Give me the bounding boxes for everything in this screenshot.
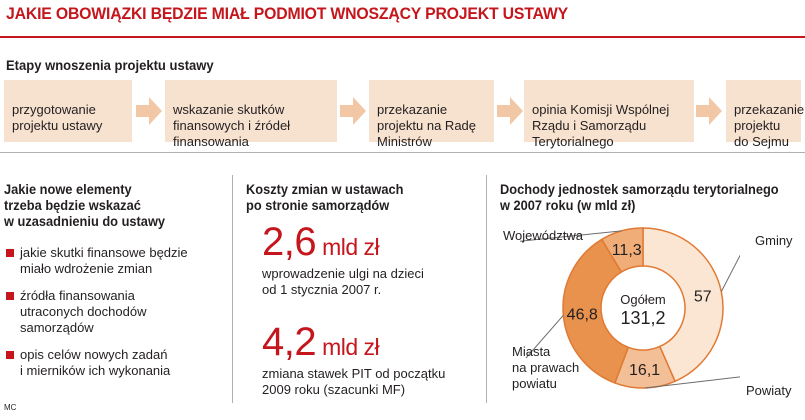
slice-label-miasta: Miasta na prawach powiatu	[512, 344, 580, 391]
donut-slice-miasta	[562, 238, 630, 384]
cost-2-unit: mld zł	[322, 334, 380, 360]
list-item: jakie skutki finansowe będzie miało wdro…	[4, 245, 219, 277]
arrow-right-icon	[696, 97, 722, 125]
stage-5-box: przekazanie projektu do Sejmu	[726, 80, 804, 149]
leader-line-miasta	[525, 314, 564, 359]
stage-3-box: przekazanie projektu na Radę Ministrów	[369, 80, 494, 149]
list-item: źródła finansowania utraconych dochodów …	[4, 288, 219, 336]
elements-list: jakie skutki finansowe będzie miało wdro…	[4, 245, 219, 390]
bullet-square-icon	[6, 292, 14, 300]
cost-1-value: 2,6	[262, 220, 317, 264]
income-donut-chart: 57 16,1 46,8 11,3 Ogółem 131,2	[520, 227, 740, 389]
chart-center-label: Ogółem	[620, 292, 666, 307]
slice-label-gminy: Gminy	[755, 233, 793, 248]
slice-label-wojewodztwa: Województwa	[503, 228, 583, 243]
column-divider	[232, 175, 233, 403]
donut-slice-wojewodztwa	[600, 227, 644, 274]
bullet-square-icon	[6, 351, 14, 359]
list-item-text: jakie skutki finansowe będzie miało wdro…	[20, 245, 188, 276]
arrow-right-icon	[497, 97, 523, 125]
leader-line-powiaty	[645, 376, 740, 389]
cost-1-description: wprowadzenie ulgi na dzieci od 1 styczni…	[262, 266, 424, 297]
cost-1-unit: mld zł	[322, 234, 380, 260]
donut-value-gminy: 57	[694, 289, 712, 306]
chart-center-value: 131,2	[620, 308, 665, 328]
donut-value-wojewodztwa: 11,3	[612, 242, 642, 259]
stage-1-label: przygotowanie projektu ustawy	[12, 102, 103, 133]
list-item-text: opis celów nowych zadań i mierników ich …	[20, 347, 171, 378]
chart-title: Dochody jednostek samorządu terytorialne…	[500, 182, 779, 213]
arrow-right-icon	[340, 97, 366, 125]
stage-5-label: przekazanie projektu do Sejmu	[734, 102, 805, 149]
title-rule	[0, 36, 805, 38]
stage-1-box: przygotowanie projektu ustawy	[4, 80, 132, 142]
section-divider	[0, 152, 805, 153]
elements-title: Jakie nowe elementy trzeba będzie wskaza…	[4, 182, 166, 229]
bullet-square-icon	[6, 249, 14, 257]
list-item: opis celów nowych zadań i mierników ich …	[4, 347, 219, 379]
list-item-text: źródła finansowania utraconych dochodów …	[20, 288, 147, 335]
leader-line-gminy	[720, 254, 740, 292]
stage-4-box: opinia Komisji Wspólnej Rządu i Samorząd…	[524, 80, 694, 149]
cost-2-description: zmiana stawek PIT od początku 2009 roku …	[262, 366, 446, 397]
cost-2-amount: 4,2 mld zł	[262, 320, 380, 367]
stage-2-box: wskazanie skutków finansowych i źródeł f…	[165, 80, 337, 149]
stage-4-label: opinia Komisji Wspólnej Rządu i Samorząd…	[532, 102, 670, 149]
column-divider	[486, 175, 487, 403]
stages-title: Etapy wnoszenia projektu ustawy	[6, 57, 214, 73]
stage-3-label: przekazanie projektu na Radę Ministrów	[377, 102, 477, 149]
credit: MC	[4, 403, 17, 412]
cost-2-value: 4,2	[262, 320, 317, 364]
donut-value-powiaty: 16,1	[629, 362, 660, 379]
stage-2-label: wskazanie skutków finansowych i źródeł f…	[173, 102, 291, 149]
page-title: JAKIE OBOWIĄZKI BĘDZIE MIAŁ PODMIOT WNOS…	[6, 4, 569, 23]
leader-line-wojewodztwa	[520, 230, 622, 242]
cost-1-amount: 2,6 mld zł	[262, 220, 380, 267]
donut-value-miasta: 46,8	[567, 307, 598, 324]
costs-title: Koszty zmian w ustawach po stronie samor…	[246, 182, 404, 213]
arrow-right-icon	[136, 97, 162, 125]
donut-slice-gminy	[642, 227, 724, 383]
slice-label-powiaty: Powiaty	[746, 383, 792, 398]
